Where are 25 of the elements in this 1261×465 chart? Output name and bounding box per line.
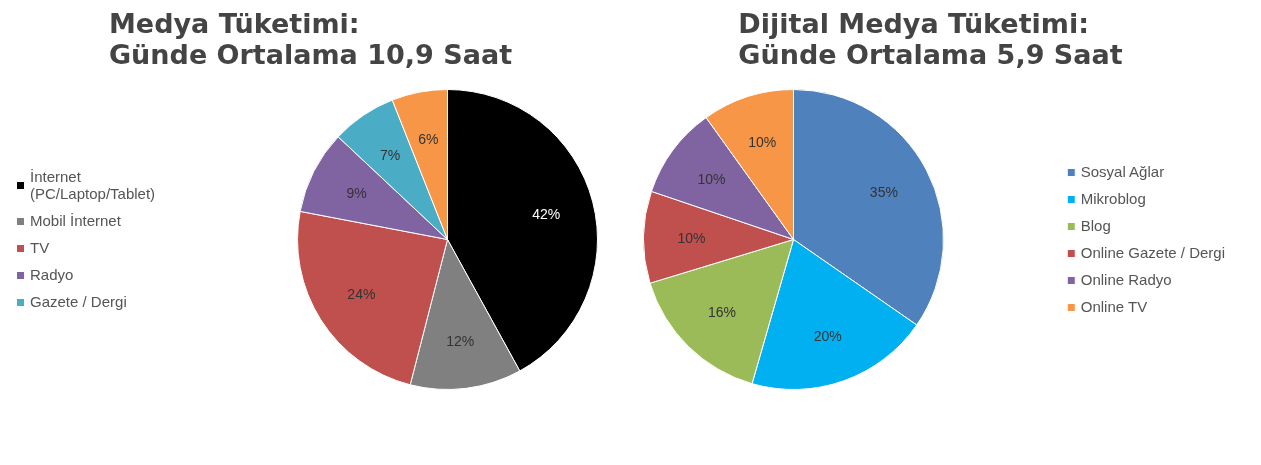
data-label: 10% (748, 134, 777, 151)
data-label: 16% (707, 304, 736, 321)
data-label: 6% (418, 131, 439, 148)
legend-label: Gazete / Dergi (30, 293, 127, 310)
data-label: 12% (446, 332, 475, 349)
data-label: 10% (677, 229, 706, 246)
data-label: 10% (697, 170, 726, 187)
data-label: 7% (380, 147, 401, 164)
data-label: 9% (346, 185, 367, 202)
legend-label: Online Gazete / Dergi (1080, 244, 1225, 261)
legend-label: Mikroblog (1080, 190, 1146, 207)
legend-label: Sosyal Ağlar (1080, 163, 1165, 180)
data-label: 24% (347, 286, 376, 303)
chart-title: Dijital Medya Tüketimi: Günde Ortalama 5,9 Saat (738, 7, 1123, 70)
data-label: 20% (813, 327, 842, 344)
legend-label: Mobil İnternet (30, 212, 121, 229)
chart-title: Medya Tüketimi: Günde Ortalama 10,9 Saat (108, 7, 513, 70)
legend-label: TV (30, 239, 50, 256)
legend-label: Blog (1080, 217, 1111, 234)
data-label: 35% (869, 184, 898, 201)
legend-label: İnternet (PC/Laptop/Tablet) (30, 168, 156, 202)
legend-label: Online TV (1080, 298, 1148, 315)
legend-label: Online Radyo (1080, 271, 1172, 288)
legend-label: Radyo (30, 266, 74, 283)
data-label: 42% (532, 206, 561, 223)
